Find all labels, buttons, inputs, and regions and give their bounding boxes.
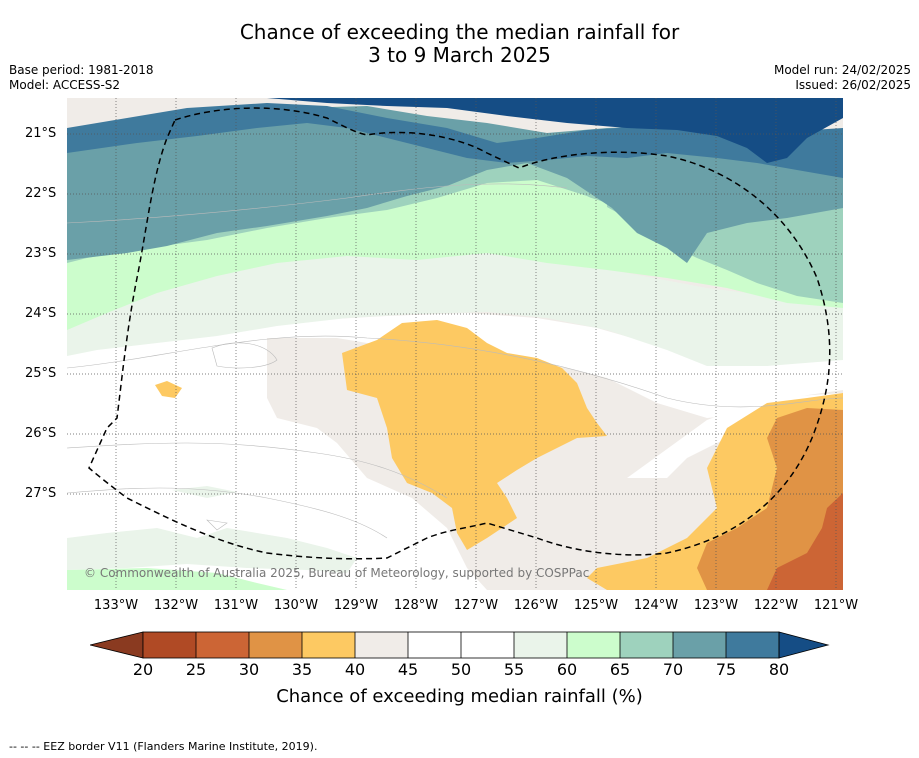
region-25-30-southeast (767, 493, 843, 590)
colorbar-tick-30: 30 (238, 660, 260, 679)
lon-label-125w: 125°W (573, 598, 619, 613)
meta-left: Base period: 1981-2018 Model: ACCESS-S2 (9, 63, 154, 93)
colorbar-45-50 (408, 632, 461, 658)
region-55-60-south (67, 528, 357, 573)
region-45-55-east (627, 393, 843, 478)
base-period-text: Base period: 1981-2018 (9, 63, 154, 77)
colorbar-55-60 (514, 632, 567, 658)
colorbar-25-30 (196, 632, 249, 658)
region-35-40-west (155, 381, 182, 398)
region-60-65-south (67, 568, 287, 590)
colorbar-tick-40: 40 (344, 660, 366, 679)
eez-footnote: -- -- -- EEZ border V11 (Flanders Marine… (9, 740, 318, 753)
colorbar-75-80 (726, 632, 779, 658)
colorbar-70-75 (673, 632, 726, 658)
colorbar-tick-25: 25 (185, 660, 207, 679)
colorbar-tick-50: 50 (450, 660, 472, 679)
colorbar-above-80 (778, 631, 830, 659)
colorbar-tick-75: 75 (715, 660, 737, 679)
copyright-credit: © Commonwealth of Australia 2025, Bureau… (84, 566, 589, 580)
colorbar-65-70 (620, 632, 673, 658)
colorbar-below-20 (90, 631, 144, 659)
map-title-line2: 3 to 9 March 2025 (368, 43, 551, 67)
colorbar-tick-20: 20 (132, 660, 154, 679)
contour-lines (67, 183, 843, 539)
colorbar-tick-80: 80 (768, 660, 790, 679)
lon-label-121w: 121°W (813, 598, 859, 613)
lon-label-133w: 133°W (93, 598, 139, 613)
lon-label-124w: 124°W (633, 598, 679, 613)
region-55-60 (67, 248, 843, 366)
region-30-35-southeast (697, 408, 843, 590)
lat-label-25s: 25°S (25, 366, 57, 381)
colorbar-30-35 (249, 632, 302, 658)
colorbar-label: Chance of exceeding median rainfall (%) (276, 686, 643, 707)
lon-label-131w: 131°W (213, 598, 259, 613)
region-45-55 (67, 313, 843, 590)
region-35-40-central (342, 320, 607, 550)
lon-label-130w: 130°W (273, 598, 319, 613)
meta-right: Model run: 24/02/2025 Issued: 26/02/2025 (774, 63, 911, 93)
colorbar-35-40 (302, 632, 355, 658)
colorbar-dividers (195, 632, 727, 658)
colorbar-tick-45: 45 (397, 660, 419, 679)
lat-label-26s: 26°S (25, 426, 57, 441)
model-run-text: Model run: 24/02/2025 (773, 63, 911, 77)
rainfall-probability-map: © Commonwealth of Australia 2025, Bureau… (67, 98, 843, 590)
colorbar-tick-60: 60 (556, 660, 578, 679)
lon-label-127w: 127°W (453, 598, 499, 613)
lon-label-126w: 126°W (513, 598, 559, 613)
map-title-line1: Chance of exceeding the median rainfall … (239, 20, 680, 44)
lon-label-122w: 122°W (753, 598, 799, 613)
lon-label-123w: 123°W (693, 598, 739, 613)
eez-border (88, 107, 831, 560)
colorbar-40-45 (355, 632, 408, 658)
colorbar-tick-55: 55 (503, 660, 525, 679)
lat-label-21s: 21°S (25, 126, 57, 141)
lat-label-24s: 24°S (25, 306, 57, 321)
lon-label-128w: 128°W (393, 598, 439, 613)
region-75-80 (67, 103, 843, 178)
colorbar-50-55 (461, 632, 514, 658)
colorbar-20-25 (143, 632, 196, 658)
region-above-80 (67, 98, 843, 163)
lat-label-23s: 23°S (25, 246, 57, 261)
colorbar (90, 631, 830, 659)
graticule (67, 98, 843, 590)
colorbar-tick-35: 35 (291, 660, 313, 679)
colorbar-tick-70: 70 (662, 660, 684, 679)
lon-label-129w: 129°W (333, 598, 379, 613)
region-60-65-lobe (417, 186, 607, 243)
model-text: Model: ACCESS-S2 (9, 78, 121, 92)
lon-label-132w: 132°W (153, 598, 199, 613)
lat-label-27s: 27°S (25, 486, 57, 501)
colorbar-tick-65: 65 (609, 660, 631, 679)
lat-label-22s: 22°S (25, 186, 57, 201)
colorbar-60-65 (567, 632, 620, 658)
issued-text: Issued: 26/02/2025 (795, 78, 911, 92)
